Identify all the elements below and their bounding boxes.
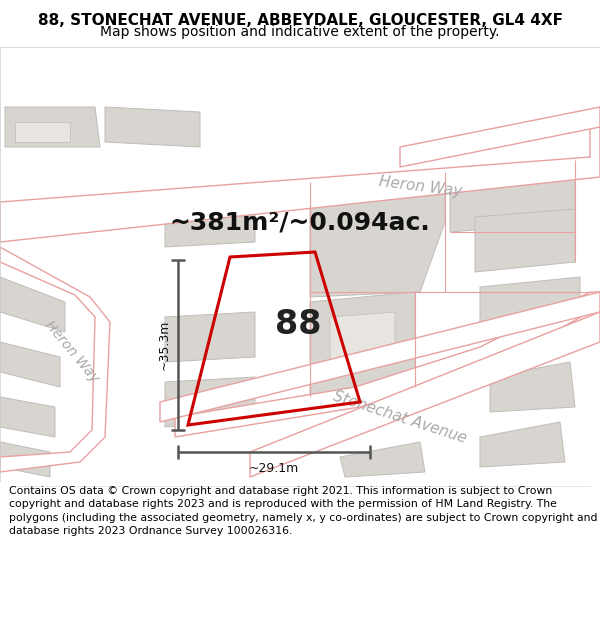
Polygon shape: [175, 292, 600, 437]
Polygon shape: [400, 107, 600, 167]
Text: Heron Way: Heron Way: [42, 318, 102, 386]
Polygon shape: [480, 277, 580, 327]
Text: ~29.1m: ~29.1m: [249, 461, 299, 474]
Text: Contains OS data © Crown copyright and database right 2021. This information is : Contains OS data © Crown copyright and d…: [9, 486, 598, 536]
Polygon shape: [340, 442, 425, 477]
Polygon shape: [310, 292, 415, 397]
Polygon shape: [480, 422, 565, 467]
Text: 88, STONECHAT AVENUE, ABBEYDALE, GLOUCESTER, GL4 4XF: 88, STONECHAT AVENUE, ABBEYDALE, GLOUCES…: [37, 13, 563, 28]
Polygon shape: [250, 312, 600, 477]
Polygon shape: [490, 362, 575, 412]
Polygon shape: [0, 342, 60, 387]
Text: Map shows position and indicative extent of the property.: Map shows position and indicative extent…: [100, 24, 500, 39]
Polygon shape: [450, 160, 575, 232]
Polygon shape: [105, 107, 200, 147]
Text: Heron Way: Heron Way: [377, 174, 463, 199]
Polygon shape: [5, 107, 100, 147]
Text: 88: 88: [275, 308, 322, 341]
Text: Stonechat Avenue: Stonechat Avenue: [331, 388, 469, 446]
Polygon shape: [0, 397, 55, 437]
Polygon shape: [0, 442, 50, 477]
Polygon shape: [475, 209, 575, 272]
Polygon shape: [160, 292, 600, 422]
Polygon shape: [15, 122, 70, 142]
Polygon shape: [165, 207, 255, 247]
Polygon shape: [0, 247, 110, 472]
Polygon shape: [165, 312, 255, 362]
Polygon shape: [310, 172, 445, 297]
Text: ~35.3m: ~35.3m: [157, 320, 170, 370]
Text: ~381m²/~0.094ac.: ~381m²/~0.094ac.: [170, 210, 430, 234]
Polygon shape: [0, 127, 600, 242]
Polygon shape: [330, 312, 395, 362]
Polygon shape: [165, 377, 255, 427]
Polygon shape: [0, 277, 65, 332]
